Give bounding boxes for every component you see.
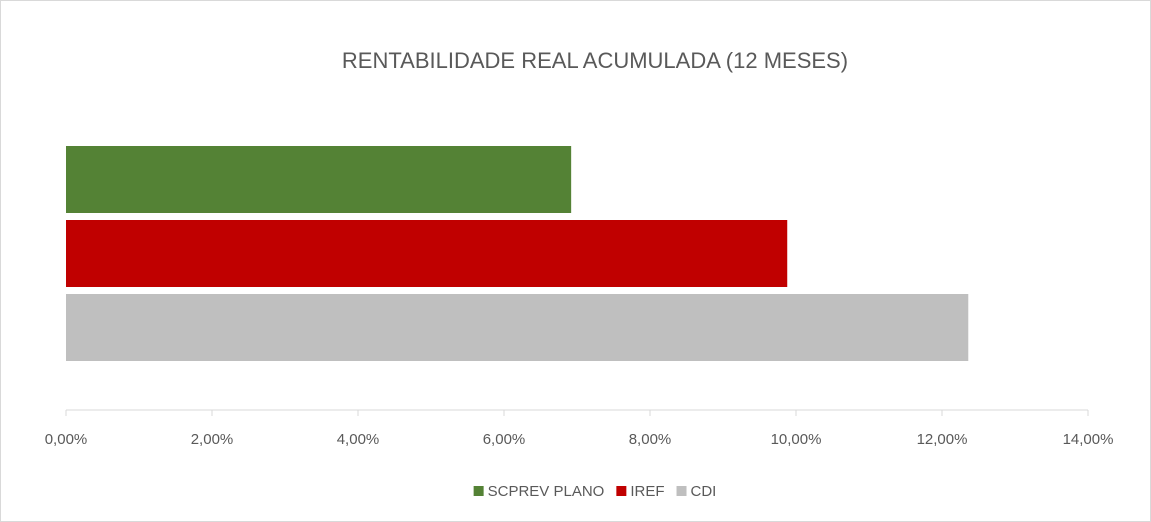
bar: [66, 146, 572, 213]
chart-title: RENTABILIDADE REAL ACUMULADA (12 MESES): [342, 48, 848, 73]
legend-swatch: [616, 486, 627, 496]
x-tick-label: 8,00%: [629, 431, 672, 448]
x-tick-label: 12,00%: [917, 431, 968, 448]
bar: [66, 220, 788, 287]
legend-swatch: [473, 486, 484, 496]
x-tick-label: 14,00%: [1063, 431, 1114, 448]
legend-label: CDI: [691, 483, 717, 500]
legend-swatch: [676, 486, 687, 496]
x-tick-label: 10,00%: [771, 431, 822, 448]
x-tick-label: 0,00%: [45, 431, 88, 448]
legend-label: IREF: [630, 483, 664, 500]
x-tick-label: 2,00%: [191, 431, 234, 448]
x-tick-label: 6,00%: [483, 431, 526, 448]
bar: [66, 294, 969, 361]
x-tick-label: 4,00%: [337, 431, 380, 448]
legend-label: SCPREV PLANO: [488, 483, 605, 500]
